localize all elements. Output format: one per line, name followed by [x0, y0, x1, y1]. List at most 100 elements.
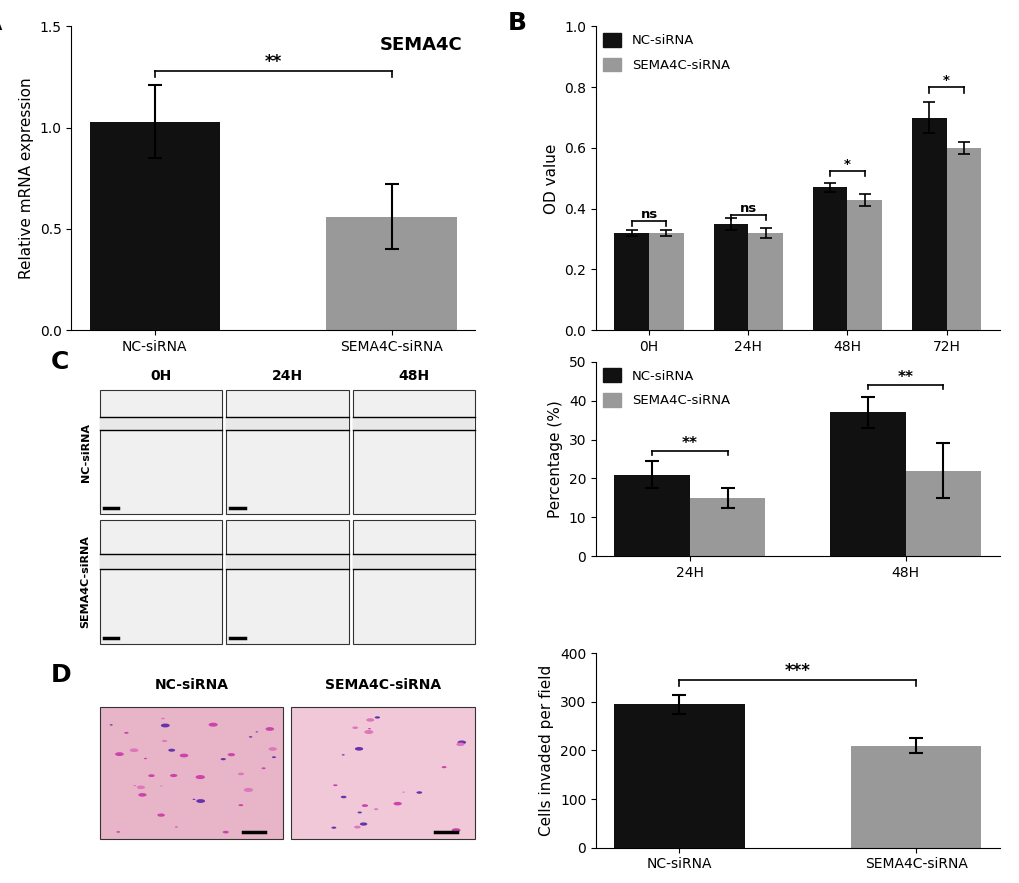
Circle shape [333, 784, 337, 786]
Circle shape [148, 774, 155, 777]
Text: SEMA4C-siRNA: SEMA4C-siRNA [325, 678, 441, 692]
Circle shape [209, 722, 217, 727]
Text: NC-siRNA: NC-siRNA [154, 678, 228, 692]
Circle shape [116, 831, 120, 833]
Text: 48H: 48H [397, 369, 429, 383]
Bar [226, 520, 348, 644]
Circle shape [220, 758, 225, 760]
Circle shape [374, 716, 380, 719]
Bar [812, 187, 847, 330]
Bar [648, 233, 683, 330]
Circle shape [268, 747, 276, 751]
Bar [353, 520, 475, 644]
Text: D: D [51, 662, 71, 687]
Circle shape [374, 808, 378, 810]
Circle shape [364, 730, 373, 734]
Y-axis label: Relative mRNA expression: Relative mRNA expression [19, 78, 34, 279]
Circle shape [355, 747, 363, 751]
Bar [353, 390, 475, 514]
Bar [90, 122, 220, 330]
Circle shape [179, 753, 189, 758]
Circle shape [193, 799, 196, 800]
Text: ns: ns [739, 202, 756, 215]
Text: B: B [506, 11, 526, 35]
Circle shape [244, 788, 253, 792]
Text: C: C [51, 351, 69, 374]
Bar [713, 224, 748, 330]
Circle shape [272, 757, 276, 758]
Text: *: * [843, 158, 850, 170]
Circle shape [162, 740, 167, 742]
Circle shape [237, 773, 244, 775]
Text: *: * [943, 74, 949, 87]
Text: **: ** [897, 370, 913, 385]
Legend: NC-siRNA, SEMA4C-siRNA: NC-siRNA, SEMA4C-siRNA [602, 368, 729, 407]
Text: 24H: 24H [271, 369, 303, 383]
Bar [905, 471, 980, 556]
Bar [613, 474, 689, 556]
Circle shape [161, 718, 165, 720]
Circle shape [352, 727, 358, 729]
Circle shape [168, 749, 175, 751]
Text: **: ** [264, 53, 281, 71]
Text: **: ** [682, 436, 697, 451]
Bar [613, 233, 648, 330]
Circle shape [441, 766, 446, 768]
Circle shape [393, 802, 401, 805]
Bar [829, 412, 905, 556]
Circle shape [458, 741, 466, 744]
Bar [100, 555, 222, 570]
Y-axis label: Percentage (%): Percentage (%) [547, 400, 562, 517]
Circle shape [265, 727, 274, 731]
Circle shape [261, 767, 265, 769]
Circle shape [340, 796, 346, 798]
Bar [226, 418, 348, 430]
Bar [100, 706, 283, 839]
Bar [100, 390, 222, 514]
Bar [613, 705, 744, 848]
Bar [689, 498, 764, 556]
Circle shape [115, 752, 123, 756]
Text: SEMA4C-siRNA: SEMA4C-siRNA [81, 535, 91, 628]
Circle shape [401, 791, 405, 793]
Text: SEMA4C: SEMA4C [380, 35, 463, 54]
Circle shape [124, 732, 128, 734]
Bar [326, 217, 457, 330]
Circle shape [139, 793, 147, 796]
Bar [847, 200, 881, 330]
Circle shape [137, 786, 145, 789]
Circle shape [366, 718, 374, 721]
Circle shape [451, 828, 461, 832]
Circle shape [144, 758, 147, 759]
Text: 0H: 0H [150, 369, 171, 383]
Text: ***: *** [784, 662, 810, 680]
Circle shape [170, 774, 177, 777]
Bar [100, 418, 222, 430]
Circle shape [157, 813, 165, 817]
Circle shape [416, 791, 422, 794]
Circle shape [360, 822, 367, 826]
Bar [291, 706, 475, 839]
Bar [100, 520, 222, 644]
Circle shape [238, 804, 243, 806]
Circle shape [161, 723, 169, 728]
Bar [226, 555, 348, 570]
Circle shape [110, 724, 113, 726]
Text: NC-siRNA: NC-siRNA [81, 423, 91, 481]
Bar [353, 555, 475, 570]
Text: ns: ns [640, 208, 657, 221]
Circle shape [368, 728, 371, 729]
Text: A: A [0, 11, 2, 35]
Bar [911, 117, 946, 330]
Circle shape [341, 754, 344, 756]
Circle shape [354, 826, 361, 828]
Bar [946, 148, 980, 330]
Circle shape [362, 804, 368, 807]
Circle shape [249, 736, 252, 737]
Bar [353, 418, 475, 430]
Legend: NC-siRNA, SEMA4C-siRNA: NC-siRNA, SEMA4C-siRNA [602, 33, 729, 72]
Bar [226, 390, 348, 514]
Y-axis label: OD value: OD value [543, 143, 558, 214]
Circle shape [358, 811, 362, 813]
Bar [850, 745, 980, 848]
